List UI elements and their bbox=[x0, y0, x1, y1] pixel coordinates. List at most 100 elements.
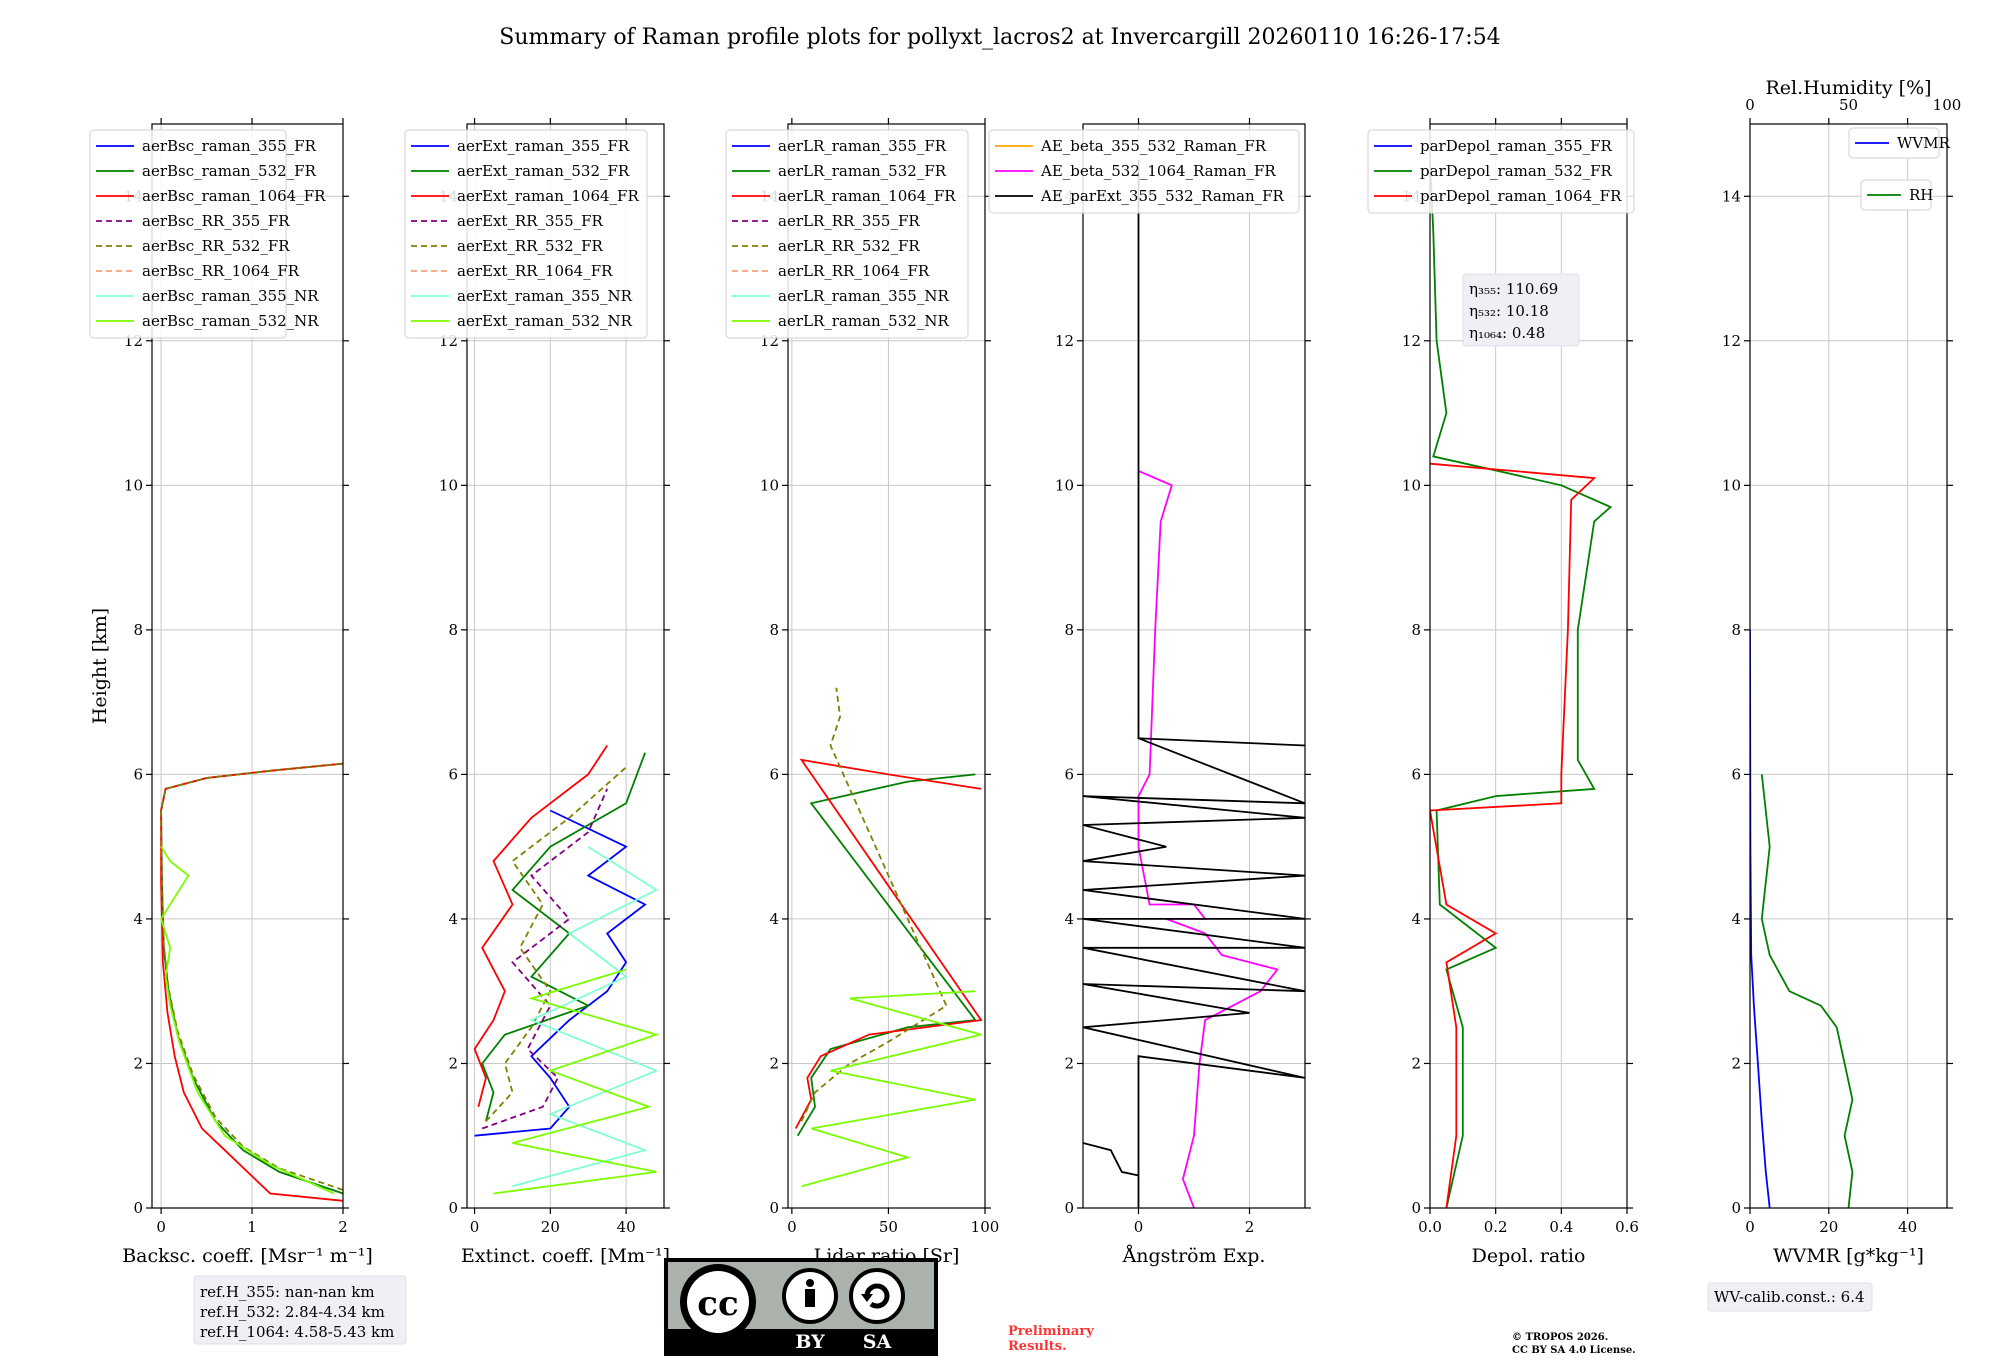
eta-annotation: η₅₃₂: 10.18 bbox=[1469, 302, 1549, 320]
legend-box bbox=[725, 129, 969, 339]
x-tick-label: 40 bbox=[1898, 1218, 1917, 1236]
legend-box bbox=[404, 129, 648, 339]
x-tick-label: 0.4 bbox=[1549, 1218, 1573, 1236]
series-line-aerlr-raman-1064-fr bbox=[794, 758, 983, 1129]
series-group bbox=[794, 687, 983, 1188]
legend-label: WVMR bbox=[1897, 134, 1951, 152]
legend-label: aerLR_RR_1064_FR bbox=[778, 262, 930, 280]
legend-label: aerBsc_RR_532_FR bbox=[142, 237, 290, 255]
y-tick-label: 2 bbox=[1731, 1054, 1741, 1072]
y-tick-label: 6 bbox=[133, 765, 143, 783]
legend-label: aerLR_raman_532_FR bbox=[778, 162, 947, 180]
x-tick-label: 2 bbox=[338, 1218, 348, 1236]
x-tick-label: 20 bbox=[541, 1218, 560, 1236]
preliminary-line-1: Preliminary bbox=[1008, 1324, 1094, 1339]
legend-box bbox=[1367, 129, 1635, 214]
legend-label: parDepol_raman_1064_FR bbox=[1420, 187, 1622, 205]
legend-label: aerLR_raman_355_NR bbox=[778, 287, 949, 305]
y-tick-label: 8 bbox=[448, 621, 458, 639]
series-line-ae-parext-355-532-raman-fr bbox=[1083, 160, 1305, 1208]
y-tick-label: 0 bbox=[1731, 1199, 1741, 1217]
legend-label: aerExt_RR_1064_FR bbox=[457, 262, 613, 280]
series-group bbox=[1083, 160, 1305, 1208]
series-line-aerlr-raman-532-fr bbox=[796, 773, 977, 1137]
eta-annotation-box bbox=[1462, 273, 1580, 347]
y-tick-label: 10 bbox=[124, 476, 143, 494]
y-tick-label: 10 bbox=[1722, 476, 1741, 494]
y-tick-label: 4 bbox=[1731, 910, 1741, 928]
y-tick-label: 0 bbox=[769, 1199, 779, 1217]
legend-label: parDepol_raman_355_FR bbox=[1420, 137, 1613, 155]
ref-height-1064: ref.H_1064: 4.58-5.43 km bbox=[200, 1323, 394, 1341]
y-tick-label: 2 bbox=[769, 1054, 779, 1072]
y-tick-label: 4 bbox=[1411, 910, 1421, 928]
legend-box bbox=[1848, 127, 1940, 159]
plot-panel-2: 0246810121402040Extinct. coeff. [Mm⁻¹]ae… bbox=[404, 118, 670, 1267]
eta-annotation: η₃₅₅: 110.69 bbox=[1469, 280, 1558, 298]
x-axis-label: Ångström Exp. bbox=[1122, 1245, 1266, 1267]
copyright-line-2: CC BY SA 4.0 License. bbox=[1512, 1345, 1636, 1356]
x-axis-label: Extinct. coeff. [Mm⁻¹] bbox=[461, 1245, 670, 1267]
series-line-rh bbox=[1760, 774, 1854, 1208]
cc-license-badge: cc BY SA bbox=[664, 1258, 938, 1356]
x-tick-label: 0.6 bbox=[1615, 1218, 1639, 1236]
legend-label: aerBsc_raman_355_NR bbox=[142, 287, 319, 305]
y-tick-label: 6 bbox=[448, 765, 458, 783]
cc-sa-label: SA bbox=[863, 1331, 892, 1353]
y-tick-label: 10 bbox=[439, 476, 458, 494]
top-x-tick-label: 100 bbox=[1933, 96, 1962, 114]
legend-label: RH bbox=[1909, 186, 1933, 204]
wv-calib-box: WV-calib.const.: 6.4 bbox=[1707, 1282, 1873, 1312]
series-line-aerext-raman-1064-fr bbox=[473, 745, 608, 1108]
preliminary-line-2: Results. bbox=[1008, 1339, 1067, 1354]
legend-label: aerBsc_RR_355_FR bbox=[142, 212, 290, 230]
plot-panel-1: 02468101214012Backsc. coeff. [Msr⁻¹ m⁻¹]… bbox=[89, 118, 373, 1267]
series-group bbox=[160, 762, 343, 1202]
y-tick-label: 2 bbox=[1411, 1054, 1421, 1072]
plot-panels: 02468101214012Backsc. coeff. [Msr⁻¹ m⁻¹]… bbox=[89, 77, 1961, 1267]
y-tick-label: 8 bbox=[769, 621, 779, 639]
legend-label: AE_beta_532_1064_Raman_FR bbox=[1040, 162, 1276, 180]
plot-panel-4: 0246810121402Ångström Exp.AE_beta_355_53… bbox=[988, 118, 1311, 1267]
y-tick-label: 0 bbox=[1064, 1199, 1074, 1217]
y-tick-label: 12 bbox=[1722, 332, 1741, 350]
top-x-tick-label: 50 bbox=[1839, 96, 1858, 114]
y-tick-label: 0 bbox=[1411, 1199, 1421, 1217]
x-tick-label: 0 bbox=[1745, 1218, 1755, 1236]
series-line-aerext-rr-355-fr bbox=[481, 788, 609, 1130]
legend-label: aerExt_raman_532_NR bbox=[457, 312, 633, 330]
y-tick-label: 4 bbox=[1064, 910, 1074, 928]
y-tick-label: 12 bbox=[1402, 332, 1421, 350]
x-tick-label: 0 bbox=[470, 1218, 480, 1236]
series-line-ae-beta-532-1064-raman-fr bbox=[1137, 470, 1279, 1208]
copyright-line-1: © TROPOS 2026. bbox=[1512, 1332, 1608, 1343]
ref-height-355: ref.H_355: nan-nan km bbox=[200, 1283, 375, 1301]
x-tick-label: 0 bbox=[156, 1218, 166, 1236]
y-tick-label: 8 bbox=[1731, 621, 1741, 639]
plot-frame bbox=[151, 123, 344, 1209]
series-line-aerbsc-raman-1064-fr bbox=[160, 762, 343, 1202]
x-tick-label: 2 bbox=[1245, 1218, 1255, 1236]
legend-label: aerBsc_raman_532_NR bbox=[142, 312, 319, 330]
ref-heights-box: ref.H_355: nan-nan km ref.H_532: 2.84-4.… bbox=[193, 1275, 407, 1345]
series-group bbox=[1430, 160, 1613, 1208]
y-tick-label: 4 bbox=[448, 910, 458, 928]
figure-title: Summary of Raman profile plots for polly… bbox=[499, 25, 1500, 50]
y-tick-label: 8 bbox=[133, 621, 143, 639]
eta-annotation: η₁₀₆₄: 0.48 bbox=[1469, 324, 1545, 342]
y-tick-label: 10 bbox=[1402, 476, 1421, 494]
legend-label: aerExt_raman_532_FR bbox=[457, 162, 630, 180]
legend-label: aerExt_RR_355_FR bbox=[457, 212, 604, 230]
y-tick-label: 12 bbox=[1055, 332, 1074, 350]
plot-frame bbox=[1749, 123, 1948, 1209]
plot-panel-3: 02468101214050100Lidar ratio [Sr]aerLR_r… bbox=[725, 118, 999, 1267]
legend-box bbox=[988, 129, 1300, 214]
y-tick-label: 8 bbox=[1411, 621, 1421, 639]
plot-frame bbox=[1082, 123, 1306, 1209]
wv-calib-text: WV-calib.const.: 6.4 bbox=[1714, 1288, 1865, 1306]
legend-label: aerLR_RR_532_FR bbox=[778, 237, 920, 255]
x-tick-label: 40 bbox=[617, 1218, 636, 1236]
x-axis-label: Depol. ratio bbox=[1472, 1245, 1586, 1267]
plot-frame bbox=[1429, 123, 1628, 1209]
